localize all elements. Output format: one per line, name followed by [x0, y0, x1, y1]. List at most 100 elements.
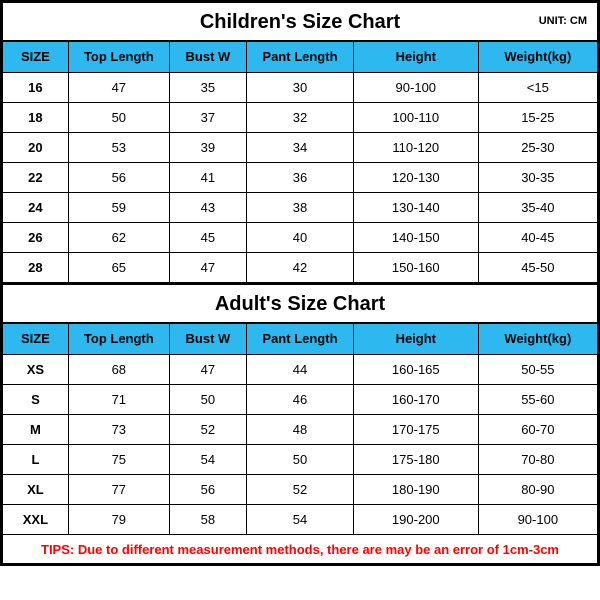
- table-row: 20533934110-12025-30: [3, 132, 597, 162]
- table-cell: 37: [169, 102, 246, 132]
- table-row: XL775652180-19080-90: [3, 474, 597, 504]
- column-header: Pant Length: [247, 324, 354, 354]
- table-cell: 100-110: [353, 102, 478, 132]
- table-cell: 55-60: [478, 384, 597, 414]
- column-header: Weight(kg): [478, 324, 597, 354]
- table-cell: 32: [247, 102, 354, 132]
- table-cell: 77: [68, 474, 169, 504]
- table-row: XXL795854190-20090-100: [3, 504, 597, 534]
- table-cell: 15-25: [478, 102, 597, 132]
- table-cell: 36: [247, 162, 354, 192]
- table-cell: 73: [68, 414, 169, 444]
- column-header: Weight(kg): [478, 42, 597, 72]
- table-row: 26624540140-15040-45: [3, 222, 597, 252]
- table-cell: 54: [247, 504, 354, 534]
- column-header: Bust W: [169, 42, 246, 72]
- table-row: XS684744160-16550-55: [3, 354, 597, 384]
- table-cell: 79: [68, 504, 169, 534]
- table-cell: 140-150: [353, 222, 478, 252]
- table-cell: 60-70: [478, 414, 597, 444]
- table-cell: 58: [169, 504, 246, 534]
- table-cell: 44: [247, 354, 354, 384]
- table-cell: 50: [169, 384, 246, 414]
- column-header: Height: [353, 42, 478, 72]
- column-header: Pant Length: [247, 42, 354, 72]
- chart-title-row: Adult's Size Chart: [3, 282, 597, 324]
- table-cell: 34: [247, 132, 354, 162]
- table-cell: 68: [68, 354, 169, 384]
- table-cell: 46: [247, 384, 354, 414]
- table-cell: 30-35: [478, 162, 597, 192]
- table-cell: 52: [169, 414, 246, 444]
- table-row: 24594338130-14035-40: [3, 192, 597, 222]
- table-cell: 170-175: [353, 414, 478, 444]
- table-cell: 56: [169, 474, 246, 504]
- table-cell: 56: [68, 162, 169, 192]
- table-cell: XXL: [3, 504, 68, 534]
- tips-note: TIPS: Due to different measurement metho…: [3, 534, 597, 563]
- table-cell: 52: [247, 474, 354, 504]
- table-cell: 54: [169, 444, 246, 474]
- size-table: SIZETop LengthBust WPant LengthHeightWei…: [3, 324, 597, 534]
- table-cell: XL: [3, 474, 68, 504]
- unit-label: UNIT: CM: [539, 15, 587, 27]
- table-cell: 180-190: [353, 474, 478, 504]
- chart-title: Adult's Size Chart: [215, 293, 385, 316]
- table-cell: 39: [169, 132, 246, 162]
- table-cell: 90-100: [353, 72, 478, 102]
- table-row: M735248170-17560-70: [3, 414, 597, 444]
- column-header: SIZE: [3, 324, 68, 354]
- table-cell: 22: [3, 162, 68, 192]
- table-cell: <15: [478, 72, 597, 102]
- table-cell: 47: [68, 72, 169, 102]
- table-cell: 190-200: [353, 504, 478, 534]
- table-cell: 150-160: [353, 252, 478, 282]
- table-cell: L: [3, 444, 68, 474]
- table-row: 18503732100-11015-25: [3, 102, 597, 132]
- column-header: Top Length: [68, 324, 169, 354]
- table-cell: 110-120: [353, 132, 478, 162]
- column-header: Bust W: [169, 324, 246, 354]
- table-cell: 130-140: [353, 192, 478, 222]
- table-cell: 50: [247, 444, 354, 474]
- column-header: Top Length: [68, 42, 169, 72]
- table-row: L755450175-18070-80: [3, 444, 597, 474]
- chart-title: Children's Size Chart: [200, 11, 400, 34]
- table-cell: 26: [3, 222, 68, 252]
- table-cell: 175-180: [353, 444, 478, 474]
- size-chart-container: Children's Size ChartUNIT: CMSIZETop Len…: [0, 0, 600, 566]
- table-cell: 35: [169, 72, 246, 102]
- table-cell: 41: [169, 162, 246, 192]
- table-cell: 48: [247, 414, 354, 444]
- table-cell: 75: [68, 444, 169, 474]
- column-header: SIZE: [3, 42, 68, 72]
- table-cell: 70-80: [478, 444, 597, 474]
- table-cell: 30: [247, 72, 354, 102]
- table-row: 1647353090-100<15: [3, 72, 597, 102]
- table-cell: 59: [68, 192, 169, 222]
- table-cell: 40: [247, 222, 354, 252]
- table-cell: 40-45: [478, 222, 597, 252]
- table-cell: 160-165: [353, 354, 478, 384]
- table-cell: 43: [169, 192, 246, 222]
- table-cell: 50-55: [478, 354, 597, 384]
- table-cell: 42: [247, 252, 354, 282]
- table-cell: 45-50: [478, 252, 597, 282]
- table-cell: S: [3, 384, 68, 414]
- table-cell: 90-100: [478, 504, 597, 534]
- table-cell: 80-90: [478, 474, 597, 504]
- table-cell: 65: [68, 252, 169, 282]
- table-cell: 62: [68, 222, 169, 252]
- table-cell: 16: [3, 72, 68, 102]
- table-cell: 45: [169, 222, 246, 252]
- table-cell: 50: [68, 102, 169, 132]
- table-cell: 25-30: [478, 132, 597, 162]
- table-cell: M: [3, 414, 68, 444]
- table-cell: 160-170: [353, 384, 478, 414]
- table-cell: 53: [68, 132, 169, 162]
- table-cell: 20: [3, 132, 68, 162]
- table-cell: 47: [169, 252, 246, 282]
- table-row: 22564136120-13030-35: [3, 162, 597, 192]
- table-cell: 28: [3, 252, 68, 282]
- table-cell: 24: [3, 192, 68, 222]
